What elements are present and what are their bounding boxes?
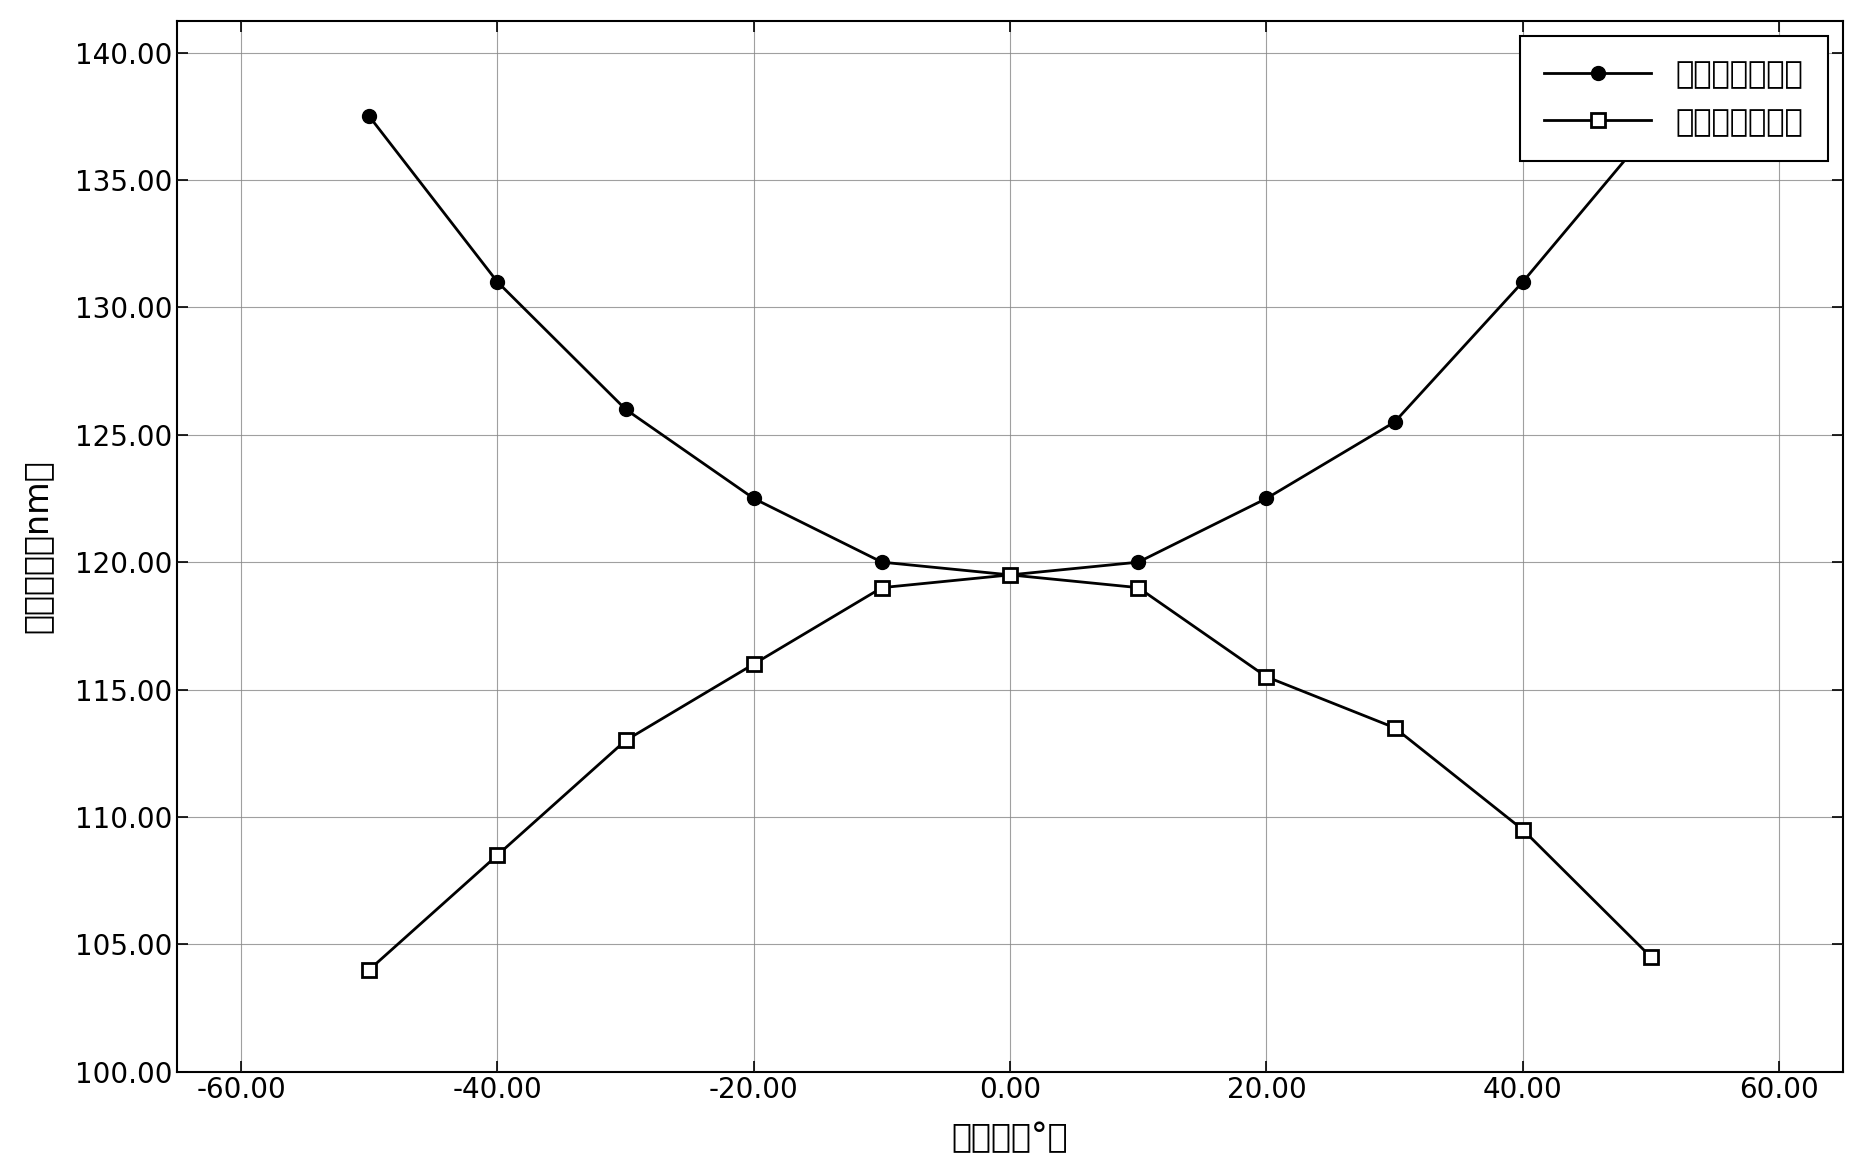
关于慢轴的倒斜: [1383, 720, 1405, 734]
关于快轴的倒斜: [1383, 415, 1405, 429]
关于快轴的倒斜: [358, 109, 380, 123]
关于慢轴的倒斜: [358, 962, 380, 976]
关于快轴的倒斜: [615, 402, 637, 416]
关于快轴的倒斜: [870, 555, 893, 569]
X-axis label: 入射角（°）: 入射角（°）: [953, 1121, 1068, 1154]
Y-axis label: 线性迟滞（nm）: 线性迟滞（nm）: [21, 459, 54, 633]
关于慢轴的倒斜: [999, 568, 1021, 582]
关于慢轴的倒斜: [1128, 580, 1150, 595]
关于快轴的倒斜: [487, 275, 509, 289]
关于快轴的倒斜: [1640, 122, 1663, 136]
关于快轴的倒斜: [742, 491, 764, 505]
关于慢轴的倒斜: [1254, 670, 1277, 684]
Line: 关于快轴的倒斜: 关于快轴的倒斜: [362, 109, 1657, 582]
关于快轴的倒斜: [1254, 491, 1277, 505]
Line: 关于慢轴的倒斜: 关于慢轴的倒斜: [362, 568, 1657, 976]
关于慢轴的倒斜: [487, 848, 509, 862]
关于慢轴的倒斜: [742, 657, 764, 671]
关于慢轴的倒斜: [1512, 822, 1534, 837]
关于快轴的倒斜: [1512, 275, 1534, 289]
关于快轴的倒斜: [1128, 555, 1150, 569]
关于慢轴的倒斜: [870, 580, 893, 595]
Legend: 关于快轴的倒斜, 关于慢轴的倒斜: 关于快轴的倒斜, 关于慢轴的倒斜: [1519, 36, 1829, 161]
关于快轴的倒斜: [999, 568, 1021, 582]
关于慢轴的倒斜: [1640, 949, 1663, 964]
关于慢轴的倒斜: [615, 733, 637, 747]
